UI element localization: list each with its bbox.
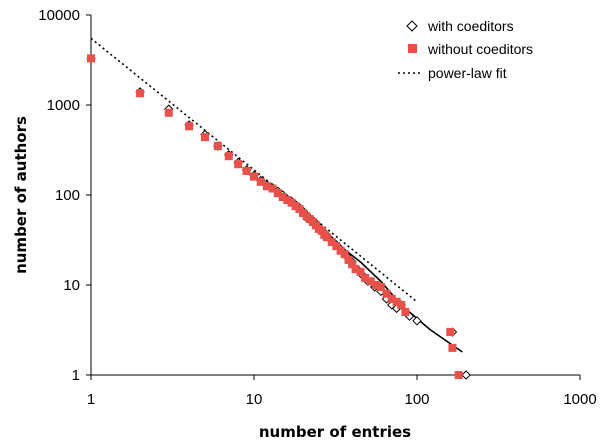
point-without-coeditors xyxy=(361,273,370,282)
point-without-coeditors xyxy=(268,184,277,193)
point-without-coeditors xyxy=(366,277,375,286)
markers xyxy=(86,53,471,380)
point-without-coeditors xyxy=(262,182,271,191)
point-without-coeditors xyxy=(387,294,396,303)
point-without-coeditors xyxy=(371,281,380,289)
point-without-coeditors xyxy=(295,204,304,213)
legend-label-power-law-fit: power-law fit xyxy=(428,65,507,81)
power-law-fit-line xyxy=(90,37,418,303)
point-without-coeditors xyxy=(287,198,296,207)
point-without-coeditors xyxy=(234,160,243,169)
legend-label-with-coeditors: with coeditors xyxy=(427,18,514,34)
x-axis-title: number of entries xyxy=(259,423,411,441)
point-without-coeditors xyxy=(340,250,349,259)
point-without-coeditors xyxy=(397,300,406,309)
point-without-coeditors xyxy=(317,226,326,235)
point-without-coeditors xyxy=(87,54,95,63)
point-with-coeditors xyxy=(461,370,471,380)
legend-marker-without-coeditors xyxy=(408,44,417,53)
axes xyxy=(90,15,580,376)
y-tick-label: 1 xyxy=(72,367,80,384)
legend-label-without-coeditors: without coeditors xyxy=(427,41,533,57)
point-without-coeditors xyxy=(336,246,345,255)
point-without-coeditors xyxy=(224,152,233,161)
point-without-coeditors xyxy=(164,108,173,117)
point-with-coeditors xyxy=(412,316,422,326)
point-without-coeditors xyxy=(256,177,265,186)
point-without-coeditors xyxy=(250,172,258,181)
x-tick-label: 100 xyxy=(404,391,429,408)
point-without-coeditors xyxy=(454,371,463,379)
y-tick-label: 10000 xyxy=(38,7,80,24)
x-tick-label: 10 xyxy=(246,391,263,408)
y-tick-label: 100 xyxy=(55,187,80,204)
point-without-coeditors xyxy=(392,297,401,306)
point-without-coeditors xyxy=(136,89,145,98)
point-without-coeditors xyxy=(344,255,353,264)
point-without-coeditors xyxy=(446,328,455,337)
point-without-coeditors xyxy=(348,260,357,269)
point-without-coeditors xyxy=(322,233,331,242)
point-without-coeditors xyxy=(332,242,341,251)
x-tick-label: 1000 xyxy=(563,391,596,408)
point-without-coeditors xyxy=(356,267,365,276)
point-without-coeditors xyxy=(283,195,292,204)
y-axis-title: number of authors xyxy=(12,116,30,274)
point-without-coeditors xyxy=(273,189,282,198)
point-without-coeditors xyxy=(351,265,360,274)
point-without-coeditors xyxy=(382,289,391,298)
point-without-coeditors xyxy=(327,238,336,247)
point-without-coeditors xyxy=(242,166,251,175)
legend: with coeditors without coeditors power-l… xyxy=(398,18,533,81)
point-without-coeditors xyxy=(278,193,287,202)
point-without-coeditors xyxy=(200,133,209,142)
point-without-coeditors xyxy=(401,308,410,317)
point-without-coeditors xyxy=(213,142,222,151)
ticks: 1 10 100 1000 1 10 100 1000 10000 xyxy=(38,7,596,408)
point-without-coeditors xyxy=(376,283,385,292)
y-tick-label: 1000 xyxy=(47,97,80,114)
y-tick-label: 10 xyxy=(63,277,80,294)
point-without-coeditors xyxy=(185,122,194,131)
point-without-coeditors xyxy=(448,343,457,352)
legend-marker-with-coeditors xyxy=(406,20,418,32)
x-tick-label: 1 xyxy=(87,391,95,408)
